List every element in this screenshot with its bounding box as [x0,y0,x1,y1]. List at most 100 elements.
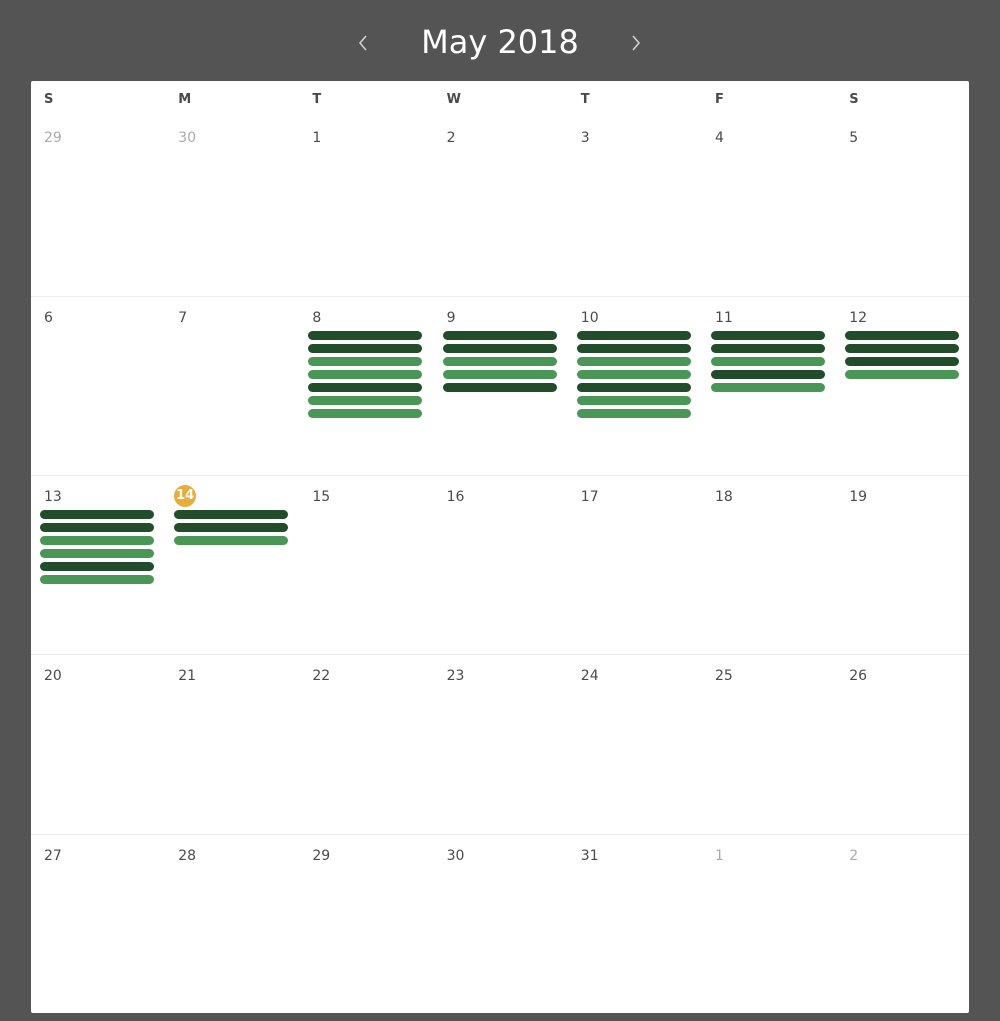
day-number: 4 [715,130,724,146]
day-cell[interactable]: 31 [568,835,702,1013]
event-bar[interactable] [308,331,423,340]
day-cell[interactable]: 29 [299,835,433,1013]
day-cell[interactable]: 4 [702,117,836,296]
event-bar[interactable] [442,357,557,366]
day-cell[interactable]: 6 [31,297,165,476]
day-cell[interactable]: 20 [31,655,165,835]
day-cell[interactable]: 30 [434,835,568,1013]
day-number: 12 [849,310,868,326]
day-cell[interactable]: 22 [299,655,433,835]
event-list [576,331,691,422]
day-cell[interactable]: 21 [165,655,299,835]
day-cell[interactable]: 25 [702,655,836,835]
day-cell[interactable]: 15 [299,476,433,655]
day-cell[interactable]: 10 [568,297,702,476]
event-bar[interactable] [40,536,154,545]
previous-month-button[interactable] [348,26,378,60]
event-bar[interactable] [576,344,691,353]
event-bar[interactable] [711,357,825,366]
event-bar[interactable] [576,383,691,392]
event-bar[interactable] [711,331,825,340]
event-bar[interactable] [308,344,423,353]
day-cell[interactable]: 1 [299,117,433,296]
event-bar[interactable] [845,344,960,353]
event-bar[interactable] [308,383,423,392]
day-number: 8 [312,310,322,326]
event-bar[interactable] [308,357,423,366]
event-bar[interactable] [308,396,423,405]
event-bar[interactable] [845,370,960,379]
day-cell[interactable]: 27 [31,835,165,1013]
day-cell[interactable]: 19 [836,476,969,655]
day-number: 26 [849,668,868,684]
day-cell[interactable]: 9 [434,297,568,476]
event-bar[interactable] [174,510,289,519]
event-bar[interactable] [576,331,691,340]
day-number: 19 [849,489,868,505]
event-bar[interactable] [576,396,691,405]
day-cell[interactable]: 11 [702,297,836,476]
day-cell[interactable]: 12 [836,297,969,476]
day-number: 23 [446,668,465,684]
event-bar[interactable] [308,409,423,418]
day-number: 1 [715,848,724,864]
day-cell[interactable]: 18 [702,476,836,655]
event-bar[interactable] [845,357,960,366]
event-list [40,510,154,588]
event-bar[interactable] [442,383,557,392]
event-bar[interactable] [576,357,691,366]
day-number: 30 [446,848,465,864]
event-bar[interactable] [711,344,825,353]
next-month-button[interactable] [621,26,651,60]
day-number: 5 [849,130,859,146]
event-bar[interactable] [40,575,154,584]
day-cell[interactable]: 14 [165,476,299,655]
event-bar[interactable] [40,549,154,558]
day-number: 11 [715,310,733,326]
day-number: 3 [580,130,590,146]
event-bar[interactable] [40,562,154,571]
event-bar[interactable] [442,331,557,340]
day-cell[interactable]: 29 [31,117,165,296]
week-row: 27 28 29 30 31 1 2 [31,834,969,1013]
event-bar[interactable] [576,409,691,418]
day-cell[interactable]: 28 [165,835,299,1013]
day-cell[interactable]: 1 [702,835,836,1013]
day-cell[interactable]: 5 [836,117,969,296]
week-row: 6 7 8 9 10 11 12 [31,296,969,476]
event-bar[interactable] [308,370,423,379]
event-bar[interactable] [40,510,154,519]
event-bar[interactable] [711,383,825,392]
day-cell[interactable]: 7 [165,297,299,476]
day-cell[interactable]: 13 [31,476,165,655]
event-bar[interactable] [442,370,557,379]
event-bar[interactable] [845,331,960,340]
day-number: 15 [312,489,331,505]
week-row: 20 21 22 23 24 25 26 [31,654,969,835]
weekday-label: W [446,92,462,107]
event-list [174,510,289,549]
day-number: 22 [312,668,331,684]
day-number: 6 [44,310,53,326]
event-bar[interactable] [442,344,557,353]
day-cell[interactable]: 3 [568,117,702,296]
day-cell[interactable]: 2 [434,117,568,296]
event-bar[interactable] [711,370,825,379]
day-cell[interactable]: 17 [568,476,702,655]
day-number: 1 [312,130,322,146]
day-cell[interactable]: 30 [165,117,299,296]
chevron-right-icon [632,35,641,51]
event-bar[interactable] [576,370,691,379]
event-bar[interactable] [40,523,154,532]
event-list [442,331,557,396]
day-cell[interactable]: 26 [836,655,969,835]
day-number: 9 [446,310,456,326]
day-cell[interactable]: 8 [299,297,433,476]
day-cell[interactable]: 24 [568,655,702,835]
event-list [308,331,423,422]
day-cell[interactable]: 16 [434,476,568,655]
event-bar[interactable] [174,536,289,545]
day-cell[interactable]: 23 [434,655,568,835]
day-cell[interactable]: 2 [836,835,969,1013]
event-bar[interactable] [174,523,289,532]
